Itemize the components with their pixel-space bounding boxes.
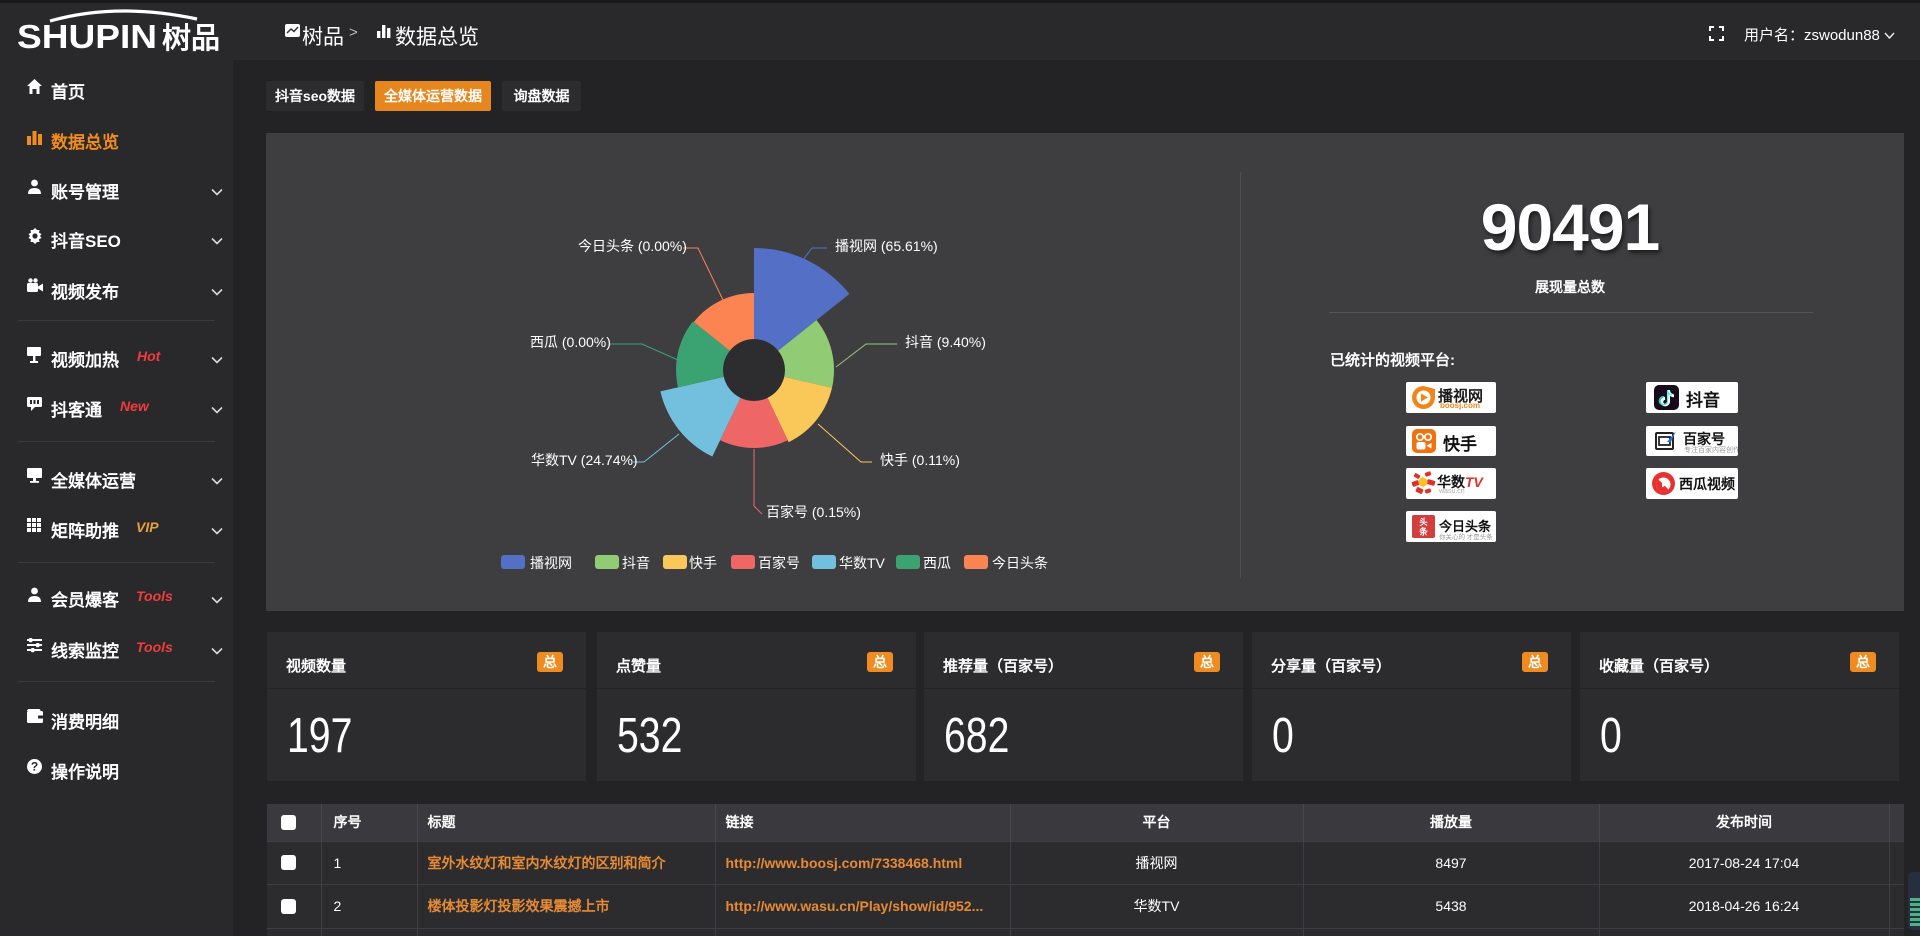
svg-text:条: 条 (1419, 527, 1428, 537)
svg-text:树品: 树品 (162, 22, 220, 54)
svg-text:?: ? (31, 760, 38, 774)
svg-text:SHUPIN: SHUPIN (17, 18, 157, 54)
svg-text:头: 头 (1419, 517, 1428, 527)
